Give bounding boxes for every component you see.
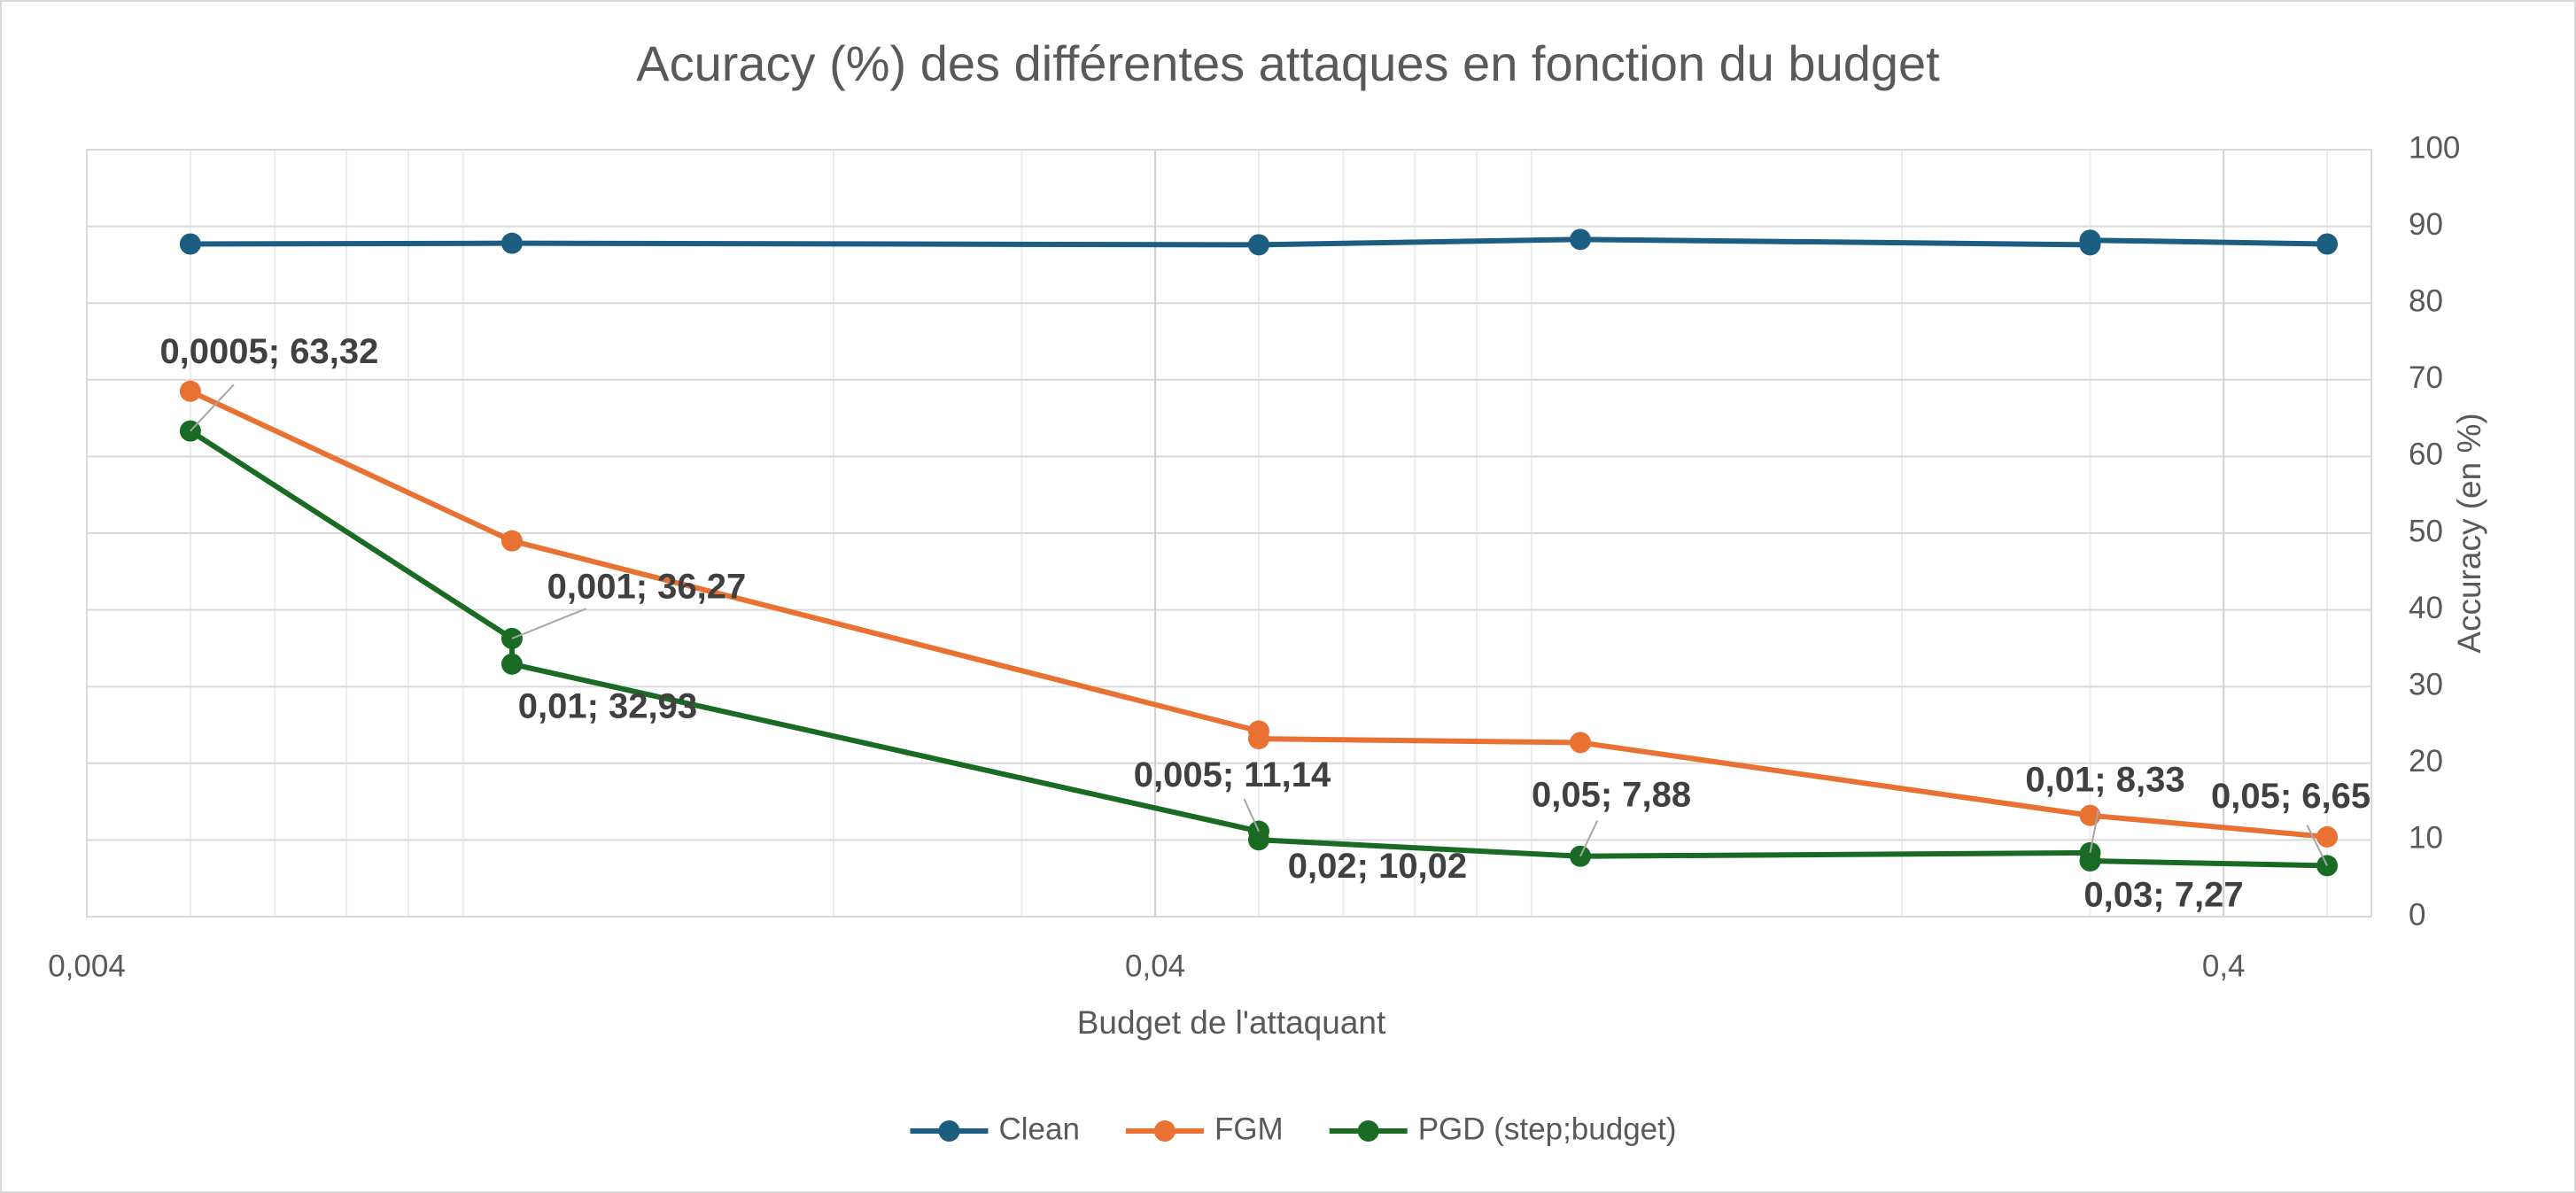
data-label: 0,05; 7,88 (1532, 775, 1691, 814)
y-tick-label: 70 (2409, 360, 2443, 395)
y-tick-label: 60 (2409, 438, 2443, 472)
y-tick-label: 80 (2409, 283, 2443, 318)
marker (1247, 829, 1269, 851)
x-tick-label: 0,004 (48, 949, 126, 983)
marker (500, 530, 523, 552)
plot-border (86, 149, 2372, 918)
legend-label: PGD (step;budget) (1418, 1112, 1677, 1146)
legend: Clean FGM PGD (step;budget) (910, 1112, 1677, 1146)
y-tick-label: 0 (2409, 897, 2425, 932)
marker (179, 233, 201, 255)
leader-line (511, 608, 586, 639)
legend-marker (938, 1120, 960, 1142)
marker (2079, 804, 2101, 826)
marker (1247, 728, 1269, 750)
data-label: 0,0005; 63,32 (159, 332, 378, 371)
data-label: 0,005; 11,14 (1134, 755, 1331, 794)
data-label: 0,05; 6,65 (2211, 777, 2370, 816)
x-axis-title: Budget de l'attaquant (1077, 1004, 1386, 1041)
y-tick-label: 50 (2409, 514, 2443, 548)
marker (1570, 229, 1592, 251)
data-label: 0,01; 8,33 (2025, 760, 2184, 799)
legend-marker (1153, 1120, 1175, 1142)
marker (179, 380, 201, 402)
y-tick-label: 40 (2409, 591, 2443, 625)
y-tick-label: 90 (2409, 207, 2443, 242)
chart-title: Acuracy (%) des différentes attaques en … (636, 35, 1940, 91)
leader-line (190, 383, 235, 432)
marker (1247, 234, 1269, 256)
data-label: 0,01; 32,93 (518, 686, 697, 725)
x-tick-label: 0,04 (1125, 949, 1185, 983)
marker (2316, 233, 2339, 255)
marker (500, 232, 523, 254)
marker (2316, 825, 2339, 848)
leader-line (2306, 825, 2328, 866)
marker (1570, 732, 1592, 754)
x-tick-label: 0,4 (2202, 949, 2246, 983)
y-tick-label: 10 (2409, 821, 2443, 856)
marker (2079, 850, 2101, 872)
leader-line (1243, 798, 1260, 832)
data-label: 0,001; 36,27 (547, 567, 747, 606)
y-tick-label: 100 (2409, 130, 2460, 165)
leader-line (1579, 820, 1599, 857)
y-tick-label: 30 (2409, 667, 2443, 701)
marker (2079, 229, 2101, 252)
legend-marker (1357, 1120, 1379, 1142)
y-tick-label: 20 (2409, 744, 2443, 779)
legend-label: Clean (998, 1112, 1079, 1146)
marker (500, 653, 523, 675)
legend-label: FGM (1214, 1112, 1284, 1146)
leader-line (2089, 810, 2099, 854)
y-axis-title: Accuracy (en %) (2451, 413, 2487, 653)
data-label: 0,02; 10,02 (1288, 847, 1467, 886)
data-label: 0,03; 7,27 (2083, 876, 2243, 915)
